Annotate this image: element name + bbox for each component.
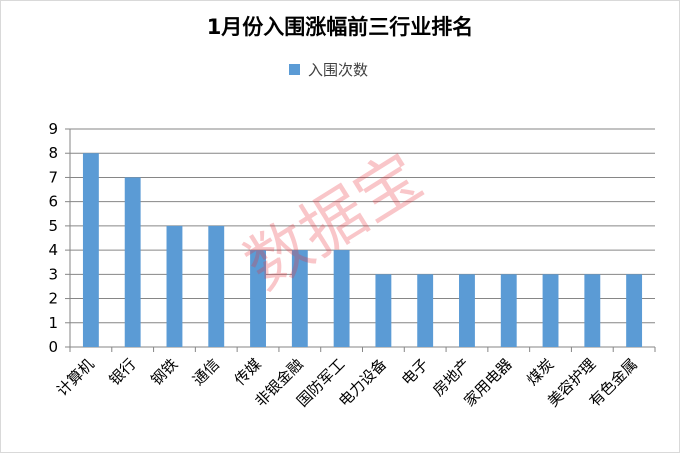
legend-label: 入围次数 — [308, 61, 368, 79]
x-tick-label-3: 通信 — [189, 355, 223, 389]
y-axis-ticks: 0 1 2 3 4 5 6 7 8 9 — [48, 120, 58, 356]
x-tick-label-1: 银行 — [106, 355, 140, 389]
x-tick-label-8: 电子 — [398, 355, 432, 389]
bars — [82, 153, 643, 347]
y-tick-label-4: 4 — [48, 241, 58, 259]
bar-3 — [208, 225, 225, 347]
y-tick-label-7: 7 — [48, 168, 58, 186]
y-tick-label-0: 0 — [48, 338, 58, 356]
bar-6 — [333, 250, 350, 347]
x-tick-label-0: 计算机 — [53, 355, 98, 400]
y-tick-label-5: 5 — [48, 217, 58, 235]
x-tick-label-4: 传媒 — [231, 355, 265, 389]
bar-1 — [124, 177, 141, 347]
bar-7 — [375, 274, 392, 347]
bar-8 — [417, 274, 434, 347]
legend-swatch — [289, 64, 300, 75]
legend: 入围次数 — [289, 61, 368, 79]
bar-0 — [82, 153, 99, 347]
chart-title: 1月份入围涨幅前三行业排名 — [207, 15, 474, 39]
y-tick-label-1: 1 — [48, 314, 58, 332]
bar-10 — [500, 274, 517, 347]
y-tick-label-9: 9 — [48, 120, 58, 138]
bar-13 — [626, 274, 643, 347]
y-tick-label-3: 3 — [48, 265, 58, 283]
bar-12 — [584, 274, 601, 347]
y-tick-label-2: 2 — [48, 290, 58, 308]
x-tick-label-11: 煤炭 — [523, 355, 557, 389]
bar-11 — [542, 274, 559, 347]
x-tick-label-2: 钢铁 — [147, 355, 181, 389]
y-tick-label-6: 6 — [48, 193, 58, 211]
y-tick-label-8: 8 — [48, 144, 58, 162]
bar-5 — [291, 250, 308, 347]
bar-4 — [250, 250, 266, 347]
bar-2 — [166, 225, 183, 347]
bar-9 — [459, 274, 475, 347]
